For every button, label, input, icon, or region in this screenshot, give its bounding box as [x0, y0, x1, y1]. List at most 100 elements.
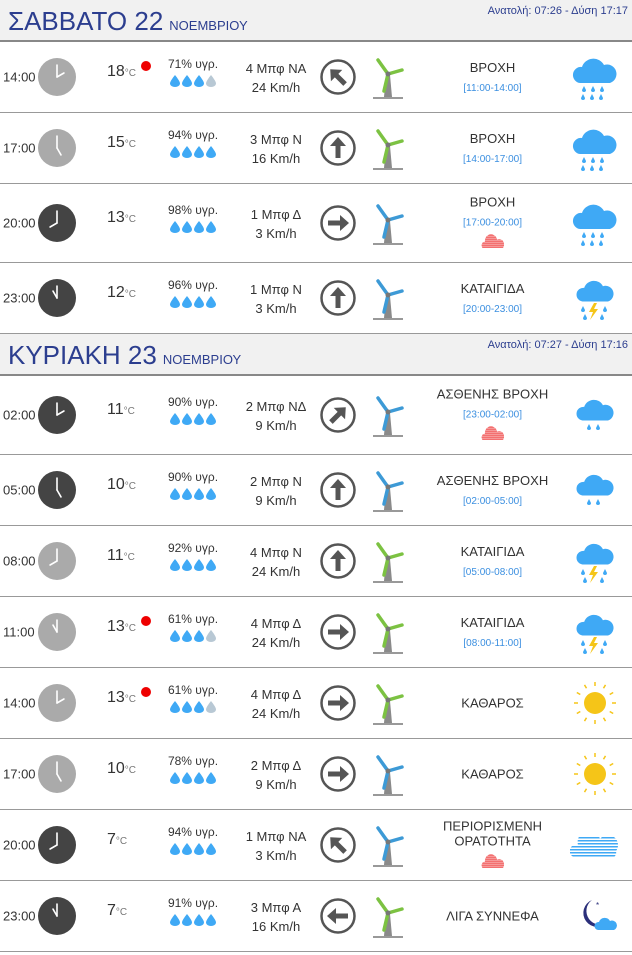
wind-direction-arrow-icon — [320, 205, 356, 241]
condition-label: ΒΡΟΧΗ — [469, 60, 516, 75]
fog-weather-icon — [570, 821, 620, 869]
forecast-row[interactable]: 05:00 10°C 90% υγρ. 2 Μπφ Ν 9 Km/h ΑΣΘΕΝΗ… — [0, 455, 632, 526]
clock-icon — [38, 897, 76, 935]
temperature-value: 11 — [107, 401, 124, 418]
clock-icon — [38, 613, 76, 651]
humidity-value: 90% υγρ. — [167, 470, 219, 484]
condition-label: ΚΑΤΑΙΓΙΔΑ — [460, 615, 525, 630]
wind: 1 Μπφ Δ 3 Km/h — [236, 205, 316, 243]
forecast-time: 08:00 — [3, 553, 36, 569]
wind-turbine-icon — [368, 539, 408, 585]
humidity-drop-icon — [182, 75, 192, 90]
wind-speed: 24 Km/h — [251, 706, 301, 721]
condition: ΠΕΡΙΟΡΙΣΜΕΝΗ ΟΡΑΤΟΤΗΤΑ — [420, 819, 565, 872]
humidity-drop-icon — [206, 559, 216, 574]
humidity-drop-icon — [170, 221, 180, 236]
temperature-unit: °C — [123, 406, 135, 417]
forecast-row[interactable]: 17:00 10°C 78% υγρ. 2 Μπφ Δ 9 Km/h ΚΑΘΑΡΟ… — [0, 739, 632, 810]
wind: 4 Μπφ Δ 24 Km/h — [236, 685, 316, 723]
humidity-drop-icon — [170, 559, 180, 574]
humidity-drop-icon — [194, 559, 204, 574]
temperature: 13°C — [107, 618, 136, 636]
wind-direction-arrow-icon — [320, 472, 356, 508]
humidity: 90% υγρ. — [160, 470, 226, 503]
condition-label: ΠΕΡΙΟΡΙΣΜΕΝΗ ΟΡΑΤΟΤΗΤΑ — [442, 818, 543, 849]
humidity-drop-icon — [182, 296, 192, 311]
humidity-drop-icon — [182, 221, 192, 236]
temperature-unit: °C — [124, 765, 137, 776]
wind: 2 Μπφ ΝΔ 9 Km/h — [236, 397, 316, 435]
condition-label: ΒΡΟΧΗ — [469, 194, 516, 210]
storm-weather-icon — [570, 537, 620, 585]
temperature: 10°C — [107, 760, 136, 778]
temperature-unit: °C — [115, 907, 128, 918]
humidity-drop-icon — [182, 772, 192, 787]
clock-icon — [38, 755, 76, 793]
humidity-drop-icon — [194, 221, 204, 236]
wind: 4 Μπφ ΝΑ 24 Km/h — [236, 59, 316, 97]
humidity: 78% υγρ. — [160, 754, 226, 787]
humidity-drop-icon — [194, 630, 204, 645]
humidity: 94% υγρ. — [160, 128, 226, 161]
rain-weather-icon — [570, 53, 620, 101]
humidity-value: 61% υγρ. — [167, 683, 219, 697]
wind-direction-arrow-icon — [320, 543, 356, 579]
day-month: ΝΟΕΜΒΡΙΟΥ — [162, 352, 242, 367]
temperature: 11°C — [107, 401, 135, 419]
temperature-unit: °C — [124, 481, 137, 492]
forecast-row[interactable]: 11:00 13°C 61% υγρ. 4 Μπφ Δ 24 Km/h ΚΑΤΑΙ… — [0, 597, 632, 668]
wind-direction-arrow-icon — [320, 130, 356, 166]
humidity-drop-icon — [170, 296, 180, 311]
wind-beaufort: 2 Μπφ ΝΔ — [245, 399, 307, 414]
forecast-row[interactable]: 02:00 11°C 90% υγρ. 2 Μπφ ΝΔ 9 Km/h ΑΣΘΕΝ… — [0, 376, 632, 455]
temperature-value: 7 — [107, 831, 116, 848]
day-header: ΣΑΒΒΑΤΟ 22 ΝΟΕΜΒΡΙΟΥ Ανατολή: 07:26 - Δύση… — [0, 0, 632, 42]
day-title: ΚΥΡΙΑΚΗ 23 — [8, 340, 157, 370]
condition-label: ΑΣΘΕΝΗΣ ΒΡΟΧΗ — [436, 386, 549, 402]
humidity-drop-icon — [194, 701, 204, 716]
forecast-row[interactable]: 08:00 11°C 92% υγρ. 4 Μπφ Ν 24 Km/h ΚΑΤΑΙ… — [0, 526, 632, 597]
forecast-time: 23:00 — [3, 908, 36, 924]
wind: 2 Μπφ Δ 9 Km/h — [236, 756, 316, 794]
forecast-row[interactable]: 20:00 13°C 98% υγρ. 1 Μπφ Δ 3 Km/h ΒΡΟΧΗ [… — [0, 184, 632, 263]
forecast-row[interactable]: 23:00 7°C 91% υγρ. 3 Μπφ Α 16 Km/h ΛΙΓΑ Σ… — [0, 881, 632, 952]
wind: 1 Μπφ ΝΑ 3 Km/h — [236, 827, 316, 865]
forecast-row[interactable]: 23:00 12°C 96% υγρ. 1 Μπφ Ν 3 Km/h ΚΑΤΑΙΓ… — [0, 263, 632, 334]
temperature: 10°C — [107, 476, 136, 494]
wind: 1 Μπφ Ν 3 Km/h — [236, 280, 316, 318]
humidity-value: 92% υγρ. — [167, 541, 219, 555]
wind-speed: 16 Km/h — [251, 151, 301, 166]
storm-weather-icon — [570, 608, 620, 656]
wind-direction-arrow-icon — [320, 59, 356, 95]
forecast-row[interactable]: 14:00 13°C 61% υγρ. 4 Μπφ Δ 24 Km/h ΚΑΘΑΡ… — [0, 668, 632, 739]
forecast-row[interactable]: 14:00 18°C 71% υγρ. 4 Μπφ ΝΑ 24 Km/h ΒΡΟΧ… — [0, 42, 632, 113]
humidity-value: 94% υγρ. — [167, 128, 219, 142]
condition-label: ΚΑΤΑΙΓΙΔΑ — [460, 544, 525, 559]
wind-beaufort: 2 Μπφ Δ — [250, 758, 302, 773]
temperature-value: 10 — [107, 476, 125, 493]
sunrise-sunset: Ανατολή: 07:26 - Δύση 17:17 — [487, 5, 628, 17]
wind-speed: 9 Km/h — [255, 777, 297, 792]
wind-turbine-icon — [368, 894, 408, 940]
humidity-drop-icon — [194, 843, 204, 858]
wind-beaufort: 3 Μπφ Ν — [250, 132, 302, 147]
temperature: 12°C — [107, 284, 136, 302]
wind-turbine-icon — [368, 393, 408, 439]
temperature-unit: °C — [123, 552, 135, 563]
forecast-row[interactable]: 20:00 7°C 94% υγρ. 1 Μπφ ΝΑ 3 Km/h ΠΕΡΙΟΡ… — [0, 810, 632, 881]
wind: 2 Μπφ Ν 9 Km/h — [236, 472, 316, 510]
forecast-time: 23:00 — [3, 290, 36, 306]
humidity: 98% υγρ. — [160, 203, 226, 236]
wind-direction-arrow-icon — [320, 898, 356, 934]
condition-range: [02:00-05:00] — [463, 496, 522, 507]
rain-weather-icon — [570, 199, 620, 247]
forecast-row[interactable]: 17:00 15°C 94% υγρ. 3 Μπφ Ν 16 Km/h ΒΡΟΧΗ… — [0, 113, 632, 184]
temperature-unit: °C — [124, 139, 137, 150]
condition-range: [20:00-23:00] — [463, 304, 522, 315]
wind-speed: 9 Km/h — [255, 418, 297, 433]
wind-speed: 3 Km/h — [255, 226, 297, 241]
sun-weather-icon — [570, 750, 620, 798]
condition: ΚΑΤΑΙΓΙΔΑ [08:00-11:00] — [420, 615, 565, 649]
humidity-drop-icon — [170, 488, 180, 503]
forecast-time: 20:00 — [3, 215, 36, 231]
